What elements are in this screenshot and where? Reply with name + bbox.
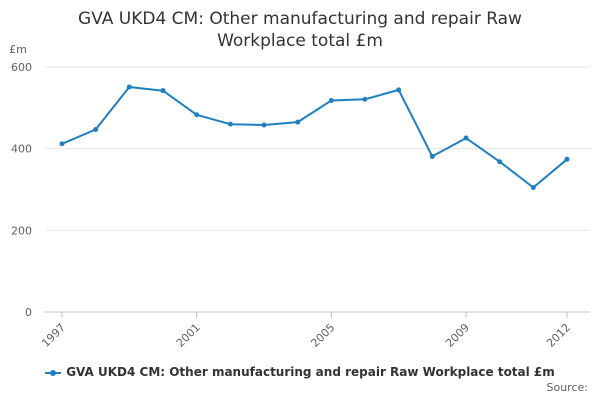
data-point: [295, 119, 301, 125]
x-tick-label: 2005: [308, 321, 337, 350]
x-tick-label: 2009: [443, 321, 472, 350]
legend-series-marker: [45, 368, 62, 378]
x-tick-label: 2012: [544, 321, 573, 350]
legend[interactable]: GVA UKD4 CM: Other manufacturing and rep…: [0, 365, 600, 379]
chart-title-line-1: GVA UKD4 CM: Other manufacturing and rep…: [78, 9, 522, 29]
source-label: Source:: [546, 381, 589, 394]
data-point: [429, 153, 435, 159]
y-tick-label: 600: [11, 61, 32, 74]
x-tick-label: 2001: [174, 321, 203, 350]
data-point: [194, 112, 200, 118]
data-point: [328, 97, 334, 103]
data-point: [160, 88, 166, 94]
y-tick-label: 400: [11, 143, 32, 156]
legend-series-label: GVA UKD4 CM: Other manufacturing and rep…: [66, 365, 555, 379]
y-tick-label: 0: [25, 306, 32, 319]
data-point: [362, 96, 368, 102]
data-point: [59, 141, 65, 147]
y-tick-label: 200: [11, 224, 32, 237]
x-tick-label: 1997: [39, 321, 68, 350]
data-point: [530, 184, 536, 190]
data-point: [396, 87, 402, 93]
y-axis-label: £m: [9, 43, 27, 56]
data-point: [261, 122, 267, 128]
chart-title: GVA UKD4 CM: Other manufacturing and rep…: [0, 8, 600, 52]
data-point: [227, 121, 233, 127]
data-point: [497, 159, 503, 165]
data-point: [564, 156, 570, 162]
data-point: [93, 126, 99, 132]
data-point: [126, 84, 132, 90]
chart-title-line-2: Workplace total £m: [217, 31, 383, 51]
series-line: [61, 86, 568, 189]
data-point: [463, 135, 469, 141]
